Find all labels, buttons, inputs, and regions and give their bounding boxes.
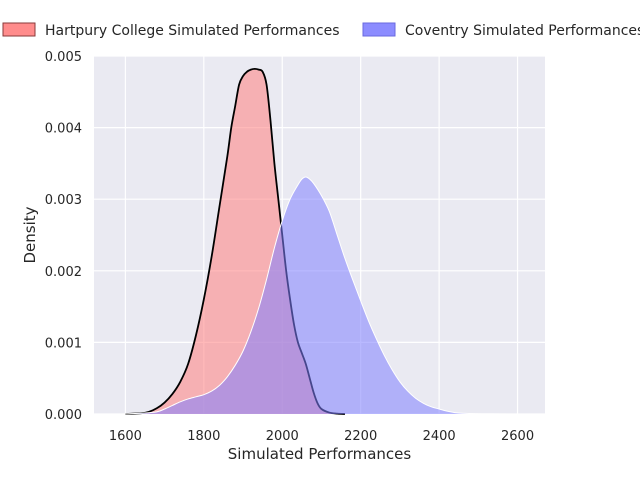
x-axis-label: Simulated Performances bbox=[228, 445, 412, 463]
x-axis-ticks: 1600 1800 2000 2200 2400 2600 bbox=[109, 429, 534, 444]
density-series bbox=[113, 67, 526, 415]
legend: Hartpury College Simulated Performances C… bbox=[2, 22, 640, 39]
y-tick-label: 0.001 bbox=[45, 336, 82, 351]
series-1-line bbox=[113, 176, 526, 415]
x-tick-label: 2400 bbox=[423, 429, 456, 444]
x-tick-label: 1600 bbox=[109, 429, 142, 444]
series-1-area bbox=[113, 177, 526, 414]
y-tick-label: 0.000 bbox=[45, 408, 82, 423]
y-tick-label: 0.003 bbox=[45, 193, 82, 208]
legend-swatch-1 bbox=[362, 22, 396, 37]
legend-label-0: Hartpury College Simulated Performances bbox=[45, 23, 340, 39]
y-tick-label: 0.005 bbox=[45, 50, 82, 65]
y-tick-label: 0.004 bbox=[45, 122, 82, 137]
y-axis-label: Density bbox=[21, 206, 39, 263]
legend-swatch-0 bbox=[2, 22, 36, 37]
x-tick-label: 2600 bbox=[501, 429, 534, 444]
x-tick-label: 2200 bbox=[344, 429, 377, 444]
y-tick-label: 0.002 bbox=[45, 265, 82, 280]
y-axis-ticks: 0.000 0.001 0.002 0.003 0.004 0.005 bbox=[45, 50, 82, 423]
x-tick-label: 1800 bbox=[187, 429, 220, 444]
legend-label-1: Coventry Simulated Performances bbox=[405, 23, 640, 39]
x-tick-label: 2000 bbox=[266, 429, 299, 444]
